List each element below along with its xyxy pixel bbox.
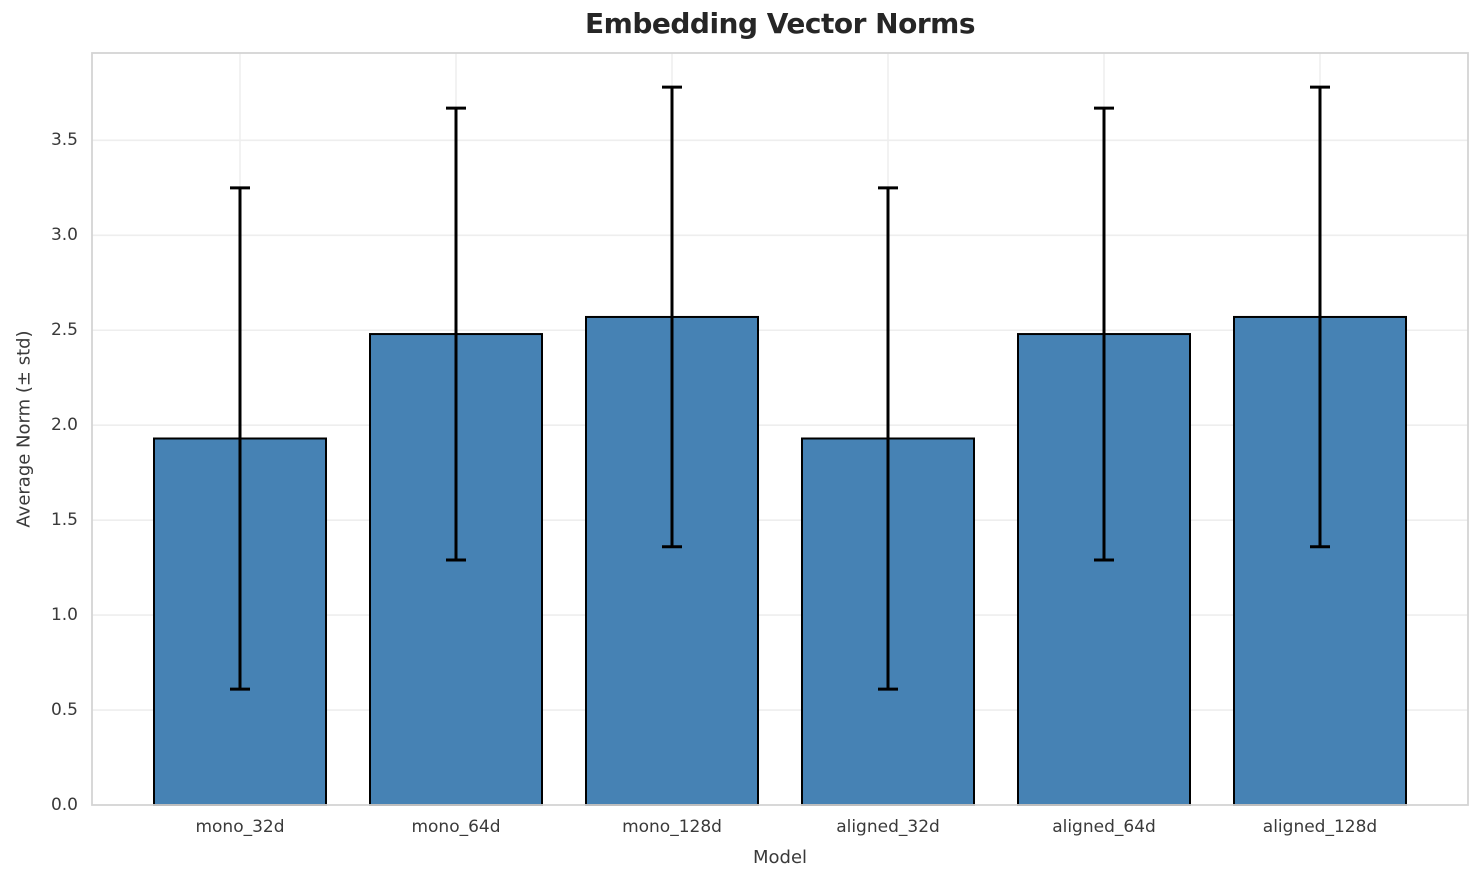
chart-title: Embedding Vector Norms <box>585 7 975 40</box>
x-axis-label: Model <box>752 847 808 868</box>
x-tick-label: aligned_32d <box>836 817 940 837</box>
plot-border <box>91 52 1469 806</box>
x-tick-label: mono_128d <box>622 817 722 837</box>
y-tick-label: 2.0 <box>50 415 78 436</box>
y-tick-label: 0.5 <box>50 700 78 721</box>
x-tick-label: mono_64d <box>411 817 501 837</box>
x-tick-label: aligned_128d <box>1262 817 1378 837</box>
y-tick-label: 1.0 <box>50 605 78 626</box>
y-tick-label: 2.5 <box>50 320 78 341</box>
y-tick-label: 3.0 <box>50 225 78 246</box>
y-tick-label: 3.5 <box>50 130 78 151</box>
x-tick-label: aligned_64d <box>1052 817 1156 837</box>
y-tick-label: 0.0 <box>50 795 78 815</box>
y-tick-label: 1.5 <box>50 510 78 531</box>
x-tick-label: mono_32d <box>195 817 285 837</box>
